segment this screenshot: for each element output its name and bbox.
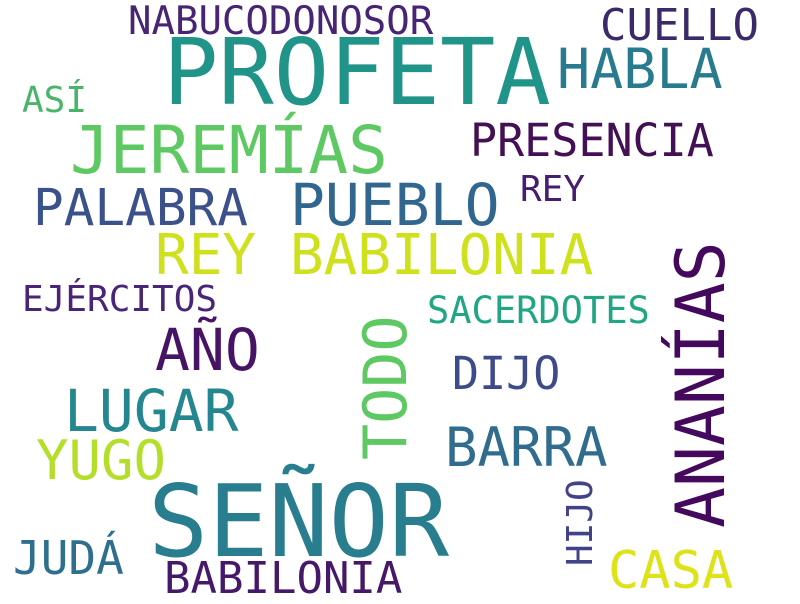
word-sacerdotes: SACERDOTES xyxy=(427,289,650,332)
word-rey-babilonia: REY BABILONIA xyxy=(155,223,594,288)
word-cuello: CUELLO xyxy=(600,0,759,51)
word-barra: BARRA xyxy=(445,416,608,479)
word-ano: AÑO xyxy=(155,316,260,384)
word-yugo: YUGO xyxy=(36,429,167,492)
word-dijo: DIJO xyxy=(452,347,561,400)
word-lugar: LUGAR xyxy=(64,377,239,445)
word-jeremias: JEREMÍAS xyxy=(70,112,388,189)
word-casa: CASA xyxy=(608,541,734,601)
word-rey: REY xyxy=(520,169,586,210)
word-habla: HABLA xyxy=(557,37,723,101)
word-senor: SEÑOR xyxy=(148,463,450,580)
word-presencia: PRESENCIA xyxy=(470,114,714,167)
word-nabucodonosor: NABUCODONOSOR xyxy=(128,0,434,44)
word-profeta: PROFETA xyxy=(163,19,551,126)
word-asi: ASÍ xyxy=(22,80,88,121)
word-ananias: ANANÍAS xyxy=(662,241,741,528)
word-ejercitos: EJÉRCITOS xyxy=(22,279,218,320)
word-babilonia: BABILONIA xyxy=(164,553,403,604)
word-palabra: PALABRA xyxy=(33,179,248,238)
word-juda: JUDÁ xyxy=(13,531,124,585)
word-pueblo: PUEBLO xyxy=(290,171,500,239)
word-hijo: HIJO xyxy=(560,479,601,566)
word-todo: TODO xyxy=(351,315,421,461)
